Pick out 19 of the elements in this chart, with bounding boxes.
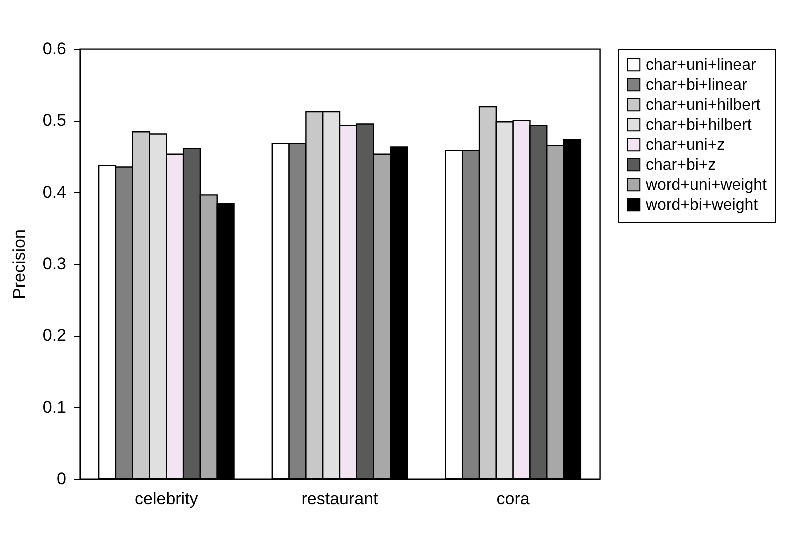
legend-label: char+bi+z	[646, 157, 716, 174]
y-axis-title: Precision	[10, 230, 29, 300]
x-tick-label: cora	[496, 490, 530, 508]
y-tick-label: 0.5	[42, 111, 66, 130]
y-tick-label: 0.6	[42, 40, 66, 58]
y-tick-label: 0.1	[42, 398, 66, 417]
legend-label: word+uni+weight	[645, 177, 768, 194]
x-tick-label: restaurant	[302, 490, 379, 508]
y-tick-label: 0.2	[42, 326, 66, 346]
x-tick-label: celebrity	[135, 490, 199, 508]
y-tick-label: 0	[57, 470, 66, 488]
legend-label: char+uni+z	[646, 137, 726, 154]
legend-label: char+bi+linear	[646, 77, 748, 94]
y-tick-label: 0.4	[42, 182, 66, 202]
legend-label: char+bi+hilbert	[646, 117, 752, 134]
legend-label: char+uni+hilbert	[646, 97, 762, 114]
y-tick-label: 0.3	[42, 254, 66, 274]
legend-label: char+uni+linear	[646, 57, 757, 74]
legend-label: word+bi+weight	[645, 197, 759, 214]
